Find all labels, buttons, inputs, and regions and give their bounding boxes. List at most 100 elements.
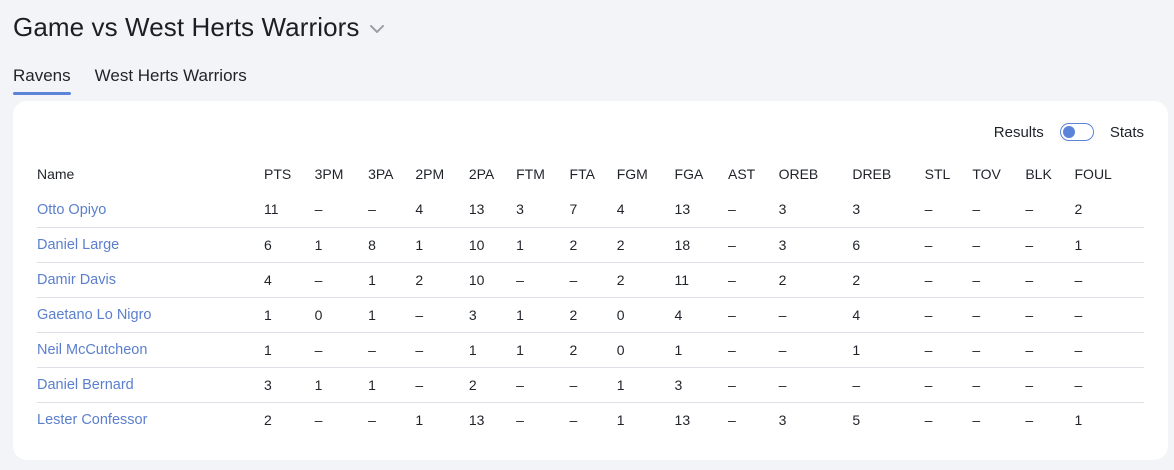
stat-cell-dreb: 5 <box>852 411 861 428</box>
stat-cell-3pa: – <box>368 192 416 228</box>
column-header-blk: BLK <box>1025 166 1052 182</box>
stat-cell-tov: – <box>972 262 1026 298</box>
stat-cell-3pm: – <box>314 192 369 228</box>
stat-cell-blk: – <box>1025 297 1075 333</box>
stat-cell-fga: 11 <box>674 262 728 298</box>
stat-cell-dreb: 2 <box>852 262 925 298</box>
column-header-tov: TOV <box>972 166 1001 182</box>
stat-cell-ftm: 1 <box>516 227 570 263</box>
view-toggle-switch[interactable] <box>1059 123 1094 141</box>
stat-cell-pts: 2 <box>264 411 272 428</box>
stat-cell-stl: – <box>924 297 973 333</box>
stat-cell-fga: 13 <box>674 192 728 228</box>
stat-cell-2pa: 13 <box>468 192 517 228</box>
column-header-foul: FOUL <box>1074 166 1112 182</box>
column-header-fta: FTA <box>569 166 595 182</box>
stat-cell-3pm: 0 <box>314 297 369 333</box>
stat-cell-3pm: – <box>314 411 323 428</box>
column-header-dreb: DREB <box>852 166 892 182</box>
stat-cell-3pm: 1 <box>314 367 369 403</box>
stat-cell-tov: – <box>972 227 1026 263</box>
stat-cell-3pm: – <box>314 332 369 368</box>
stat-cell-ast: – <box>728 367 779 403</box>
stat-cell-3pm: – <box>314 262 369 298</box>
stat-cell-foul: 1 <box>1074 411 1083 428</box>
column-header-pts: PTS <box>264 166 292 182</box>
stat-cell-fta: – <box>569 262 617 298</box>
tab-ravens[interactable]: Ravens <box>13 66 71 95</box>
stat-cell-2pm: 2 <box>415 262 469 298</box>
stat-cell-fta: 2 <box>569 227 617 263</box>
stat-cell-pts: 4 <box>264 262 315 298</box>
stat-cell-fgm: 0 <box>616 297 675 333</box>
stat-cell-3pa: 1 <box>368 297 416 333</box>
column-header-ftm: FTM <box>516 166 545 182</box>
stat-cell-blk: – <box>1025 192 1075 228</box>
player-stats-table: Name PTS 3PM 3PA 2PM 2PA FTM FTA FGM FGA AST OREB DR… <box>37 156 1144 437</box>
column-header-fgm: FGM <box>616 166 648 182</box>
stat-cell-foul: – <box>1074 297 1144 333</box>
stat-cell-foul: – <box>1074 262 1144 298</box>
stat-cell-pts: 6 <box>264 227 315 263</box>
stat-cell-2pm: – <box>415 297 469 333</box>
column-header-3pm: 3PM <box>314 166 344 182</box>
stat-cell-ftm: – <box>516 411 524 428</box>
stat-cell-pts: 3 <box>264 367 315 403</box>
stat-cell-2pm: – <box>415 332 469 368</box>
stat-cell-fga: 3 <box>674 367 728 403</box>
stat-cell-ast: – <box>728 332 779 368</box>
stat-cell-3pa: – <box>368 332 416 368</box>
player-name-link[interactable]: Gaetano Lo Nigro <box>37 307 152 323</box>
tab-west-herts-warriors[interactable]: West Herts Warriors <box>94 66 247 85</box>
stat-cell-2pa: 10 <box>468 227 517 263</box>
stat-cell-foul: 1 <box>1074 227 1144 263</box>
player-name-link[interactable]: Daniel Large <box>37 237 120 253</box>
stat-cell-oreb: 3 <box>778 411 787 428</box>
player-name-cell: Daniel Bernard <box>37 367 264 403</box>
stat-cell-ftm: 1 <box>516 332 570 368</box>
stat-cell-2pm: 1 <box>415 227 469 263</box>
table-row: Gaetano Lo Nigro 1 0 1–3 1 2 0 4– –4– – – – <box>37 297 1144 333</box>
player-name-link[interactable]: Lester Confessor <box>37 412 148 429</box>
chevron-down-icon[interactable] <box>368 20 386 38</box>
column-header-ast: AST <box>728 166 756 182</box>
player-name-cell: Neil McCutcheon <box>37 332 264 368</box>
table-row: Damir Davis 4–1 2 10– –2 11–2 2– – – – <box>37 262 1144 298</box>
stat-cell-stl: – <box>924 411 933 428</box>
stat-cell-tov: – <box>972 192 1026 228</box>
stats-label[interactable]: Stats <box>1109 123 1144 141</box>
player-name-cell: Daniel Large <box>37 227 264 263</box>
stat-cell-stl: – <box>924 332 973 368</box>
stat-cell-3pa: – <box>368 411 376 428</box>
column-header-2pm: 2PM <box>415 166 445 182</box>
stat-cell-2pa: 13 <box>468 411 485 428</box>
results-label[interactable]: Results <box>993 123 1044 141</box>
table-row: Otto Opiyo 11– –4 13 3 7 4 13–3 3– – –2 <box>37 192 1144 228</box>
stat-cell-oreb: 3 <box>778 192 853 228</box>
stat-cell-ftm: 3 <box>516 192 570 228</box>
stat-cell-3pm: 1 <box>314 227 369 263</box>
column-header-oreb: OREB <box>778 166 819 182</box>
stat-cell-dreb: 6 <box>852 227 925 263</box>
stat-cell-dreb: – <box>852 367 925 403</box>
player-name-link[interactable]: Damir Davis <box>37 272 116 288</box>
stat-cell-ftm: – <box>516 262 570 298</box>
stat-cell-ast: – <box>728 192 779 228</box>
stat-cell-foul: – <box>1074 332 1144 368</box>
stat-cell-pts: 1 <box>264 297 315 333</box>
player-name-link[interactable]: Neil McCutcheon <box>37 342 148 358</box>
table-row: Lester Confessor 2 – – 1 13 – – 1 13 – 3 5 – – – 1 <box>37 402 1144 437</box>
stat-cell-blk: – <box>1025 367 1075 403</box>
stat-cell-fgm: 2 <box>616 262 675 298</box>
player-name-link[interactable]: Daniel Bernard <box>37 377 134 393</box>
stat-cell-2pa: 3 <box>468 297 517 333</box>
player-name-cell: Damir Davis <box>37 262 264 298</box>
stat-cell-2pm: – <box>415 367 469 403</box>
player-name-link[interactable]: Otto Opiyo <box>37 201 107 218</box>
stat-cell-fta: – <box>569 367 617 403</box>
column-header-name: Name <box>37 166 75 182</box>
player-name-cell: Lester Confessor <box>37 402 264 437</box>
stats-card: Results Stats Name PTS 3PM 3PA 2PM 2PA FTM FTA F… <box>13 101 1168 460</box>
page-title-row[interactable]: Game vs West Herts Warriors <box>13 10 386 44</box>
stat-cell-fta: 2 <box>569 332 617 368</box>
